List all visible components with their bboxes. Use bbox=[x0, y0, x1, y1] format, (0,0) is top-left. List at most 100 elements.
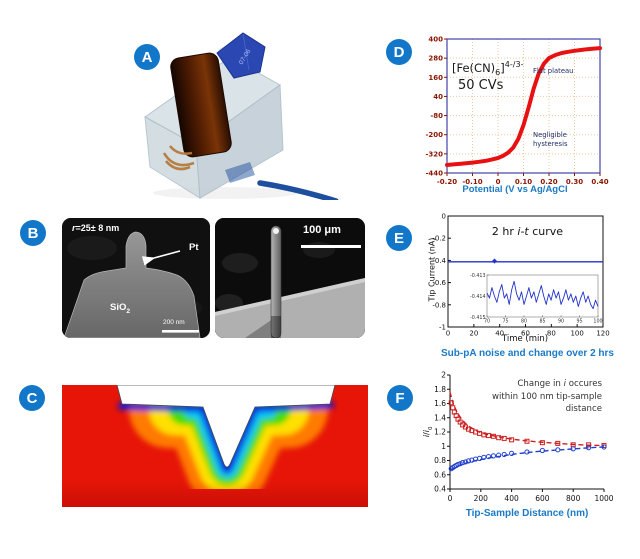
svg-text:400: 400 bbox=[504, 494, 519, 503]
svg-text:0.20: 0.20 bbox=[540, 178, 557, 186]
panel-a-photo: 07-06 bbox=[144, 32, 339, 200]
svg-text:1.8: 1.8 bbox=[434, 385, 446, 394]
radius-label-r: r bbox=[72, 223, 76, 233]
svg-text:-320: -320 bbox=[425, 150, 443, 158]
svg-text:160: 160 bbox=[428, 74, 443, 82]
badge-d: D bbox=[386, 39, 412, 65]
panel-b-sem-right: 100 μm bbox=[215, 218, 365, 338]
rod-tip-bright-end bbox=[273, 228, 279, 234]
f-ylabel-sub: 0 bbox=[427, 426, 434, 430]
svg-text:-0.414: -0.414 bbox=[470, 294, 485, 300]
hysteresis-note: Negligible hysteresis bbox=[533, 131, 568, 148]
svg-text:-0.413: -0.413 bbox=[470, 273, 485, 279]
panel-d-formula: [Fe(CN)6]4-/3- bbox=[452, 60, 524, 77]
svg-text:0: 0 bbox=[448, 494, 453, 503]
sem-left-graphic bbox=[62, 218, 210, 338]
svg-text:-0.6: -0.6 bbox=[432, 279, 446, 287]
sio2-label-main: SiO bbox=[110, 302, 127, 313]
svg-text:-1: -1 bbox=[439, 324, 446, 332]
svg-text:-0.2: -0.2 bbox=[432, 235, 446, 243]
f-ann-line2: within 100 nm tip-sample bbox=[491, 391, 602, 402]
svg-text:100: 100 bbox=[570, 330, 583, 338]
panel-e-xlabel: Time (min) bbox=[501, 334, 549, 344]
svg-text:-440: -440 bbox=[425, 170, 443, 178]
hysteresis-line1: Negligible bbox=[533, 131, 567, 139]
sio2-mound-with-pt-tip bbox=[63, 231, 201, 338]
cable-inside bbox=[225, 162, 255, 183]
svg-text:200: 200 bbox=[474, 494, 489, 503]
e-title-italic: i-t bbox=[517, 225, 529, 238]
formula-close: ] bbox=[500, 60, 505, 75]
flag-ridge bbox=[242, 33, 250, 71]
glass-rod-tip bbox=[270, 225, 282, 338]
svg-text:70: 70 bbox=[484, 319, 490, 325]
formula-sup: 4-/3- bbox=[504, 60, 524, 69]
radius-label-value: =25± 8 nm bbox=[75, 223, 120, 233]
svg-text:1.2: 1.2 bbox=[434, 428, 446, 437]
pt-label: Pt bbox=[189, 242, 199, 253]
badge-a: A bbox=[134, 44, 160, 70]
svg-text:-80: -80 bbox=[430, 112, 443, 120]
blue-tip-flag bbox=[216, 32, 266, 79]
svg-text:85: 85 bbox=[539, 319, 545, 325]
svg-text:0: 0 bbox=[442, 213, 446, 221]
panel-e-caption: Sub-pA noise and change over 2 hrs bbox=[441, 348, 614, 359]
svg-text:1: 1 bbox=[441, 442, 446, 451]
svg-text:0.8: 0.8 bbox=[434, 456, 446, 465]
f-ann-line1: Change in i occures bbox=[468, 378, 602, 391]
svg-text:1.6: 1.6 bbox=[434, 399, 446, 408]
svg-text:-0.10: -0.10 bbox=[462, 178, 482, 186]
f-ann-italic: i bbox=[563, 379, 566, 389]
sio2-label-sub: 2 bbox=[126, 307, 131, 315]
svg-text:40: 40 bbox=[495, 330, 504, 338]
svg-text:-0.415: -0.415 bbox=[470, 315, 485, 321]
f-ann-pre: Change in bbox=[517, 379, 564, 389]
svg-text:0.10: 0.10 bbox=[515, 178, 532, 186]
svg-text:90: 90 bbox=[558, 319, 564, 325]
svg-text:-0.4: -0.4 bbox=[432, 257, 446, 265]
scalebar-100um-label: 100 μm bbox=[303, 224, 341, 236]
formula-sub: 6 bbox=[495, 68, 501, 78]
svg-text:1000: 1000 bbox=[594, 494, 613, 503]
svg-text:0.6: 0.6 bbox=[434, 470, 446, 479]
pt-arrow-icon bbox=[141, 250, 181, 266]
svg-text:95: 95 bbox=[576, 319, 582, 325]
badge-f: F bbox=[387, 385, 413, 411]
svg-text:280: 280 bbox=[428, 55, 443, 63]
f-ann-line3: distance bbox=[565, 404, 602, 414]
svg-text:-200: -200 bbox=[425, 131, 443, 139]
sio2-label: SiO2 bbox=[110, 302, 130, 315]
svg-text:0: 0 bbox=[496, 178, 501, 186]
formula-pre: [Fe(CN) bbox=[452, 60, 496, 75]
cell-front-face bbox=[195, 84, 284, 199]
svg-text:-0.8: -0.8 bbox=[432, 301, 446, 309]
f-ann-post: occures bbox=[566, 379, 602, 389]
f-ylabel-i: i bbox=[422, 434, 432, 438]
badge-b: B bbox=[20, 220, 46, 246]
svg-text:0: 0 bbox=[446, 330, 450, 338]
bottom-shade bbox=[62, 481, 368, 507]
e-title-post: curve bbox=[528, 225, 564, 238]
svg-text:80: 80 bbox=[521, 319, 527, 325]
panel-c-simulation bbox=[62, 385, 368, 507]
svg-text:-0.20: -0.20 bbox=[437, 178, 457, 186]
rod-shadow bbox=[245, 316, 277, 338]
svg-text:80: 80 bbox=[547, 330, 556, 338]
copper-coil bbox=[162, 145, 195, 171]
svg-text:0.30: 0.30 bbox=[566, 178, 583, 186]
tip-probe-outline bbox=[116, 385, 336, 468]
svg-text:40: 40 bbox=[433, 93, 443, 101]
panel-f-caption: Tip-Sample Distance (nm) bbox=[465, 508, 589, 519]
svg-text:60: 60 bbox=[521, 330, 530, 338]
concentration-halo bbox=[118, 385, 334, 507]
panel-d-cvs-label: 50 CVs bbox=[458, 78, 504, 93]
svg-text:1.4: 1.4 bbox=[434, 413, 446, 422]
f-ylabel-slash: / bbox=[422, 432, 432, 435]
badge-e: E bbox=[386, 225, 412, 251]
radius-label: r=25± 8 nm bbox=[72, 223, 119, 233]
svg-text:400: 400 bbox=[428, 36, 443, 44]
substrate-surface bbox=[215, 278, 365, 338]
panel-e-ylabel: Tip Current (nA) bbox=[427, 237, 437, 302]
svg-text:120: 120 bbox=[596, 330, 609, 338]
